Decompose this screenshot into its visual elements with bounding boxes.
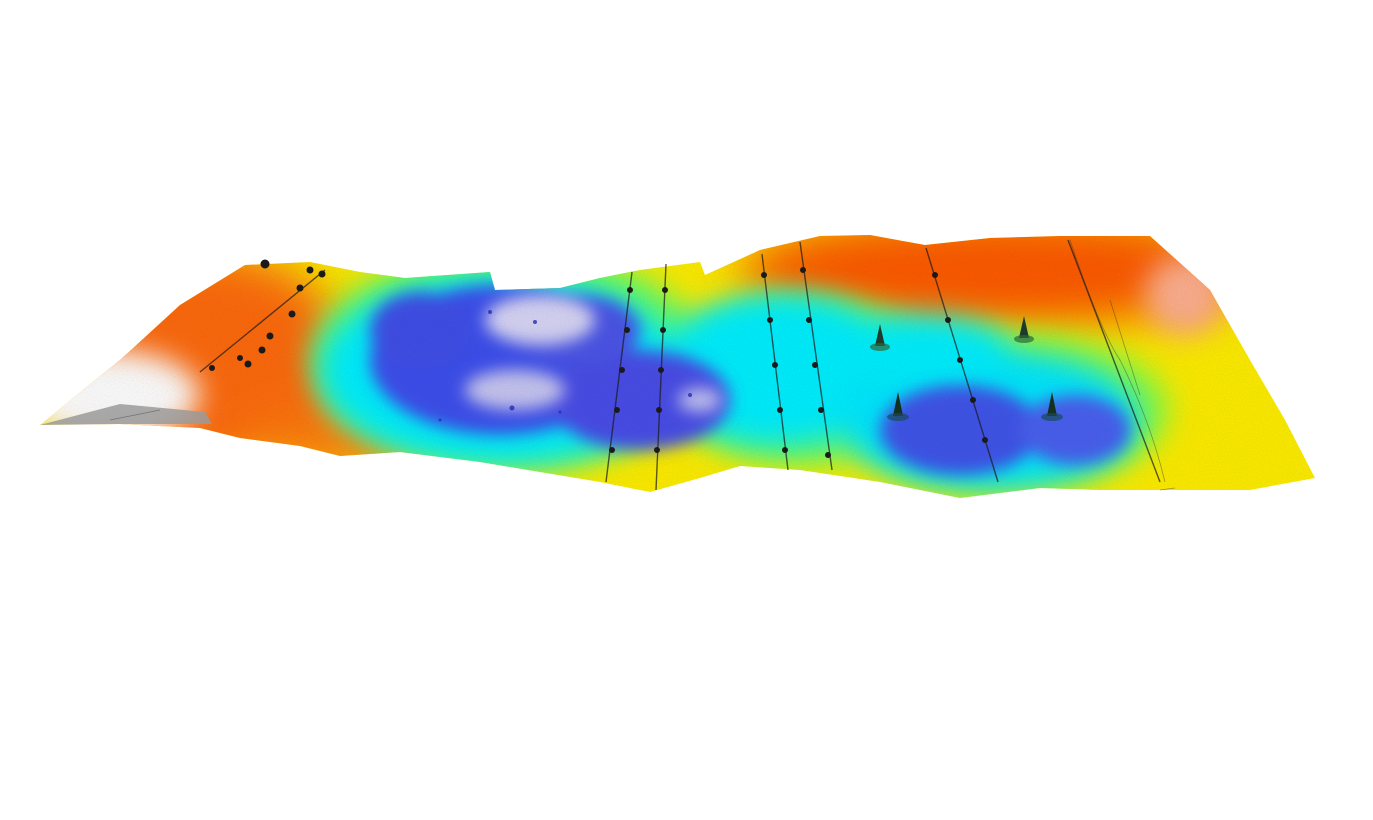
marker-rows bbox=[199, 239, 1161, 491]
elevation-colormap bbox=[40, 235, 1315, 498]
surface-spikes bbox=[870, 316, 1063, 421]
surface-cracks bbox=[109, 239, 1176, 491]
surface-pits bbox=[438, 310, 692, 422]
